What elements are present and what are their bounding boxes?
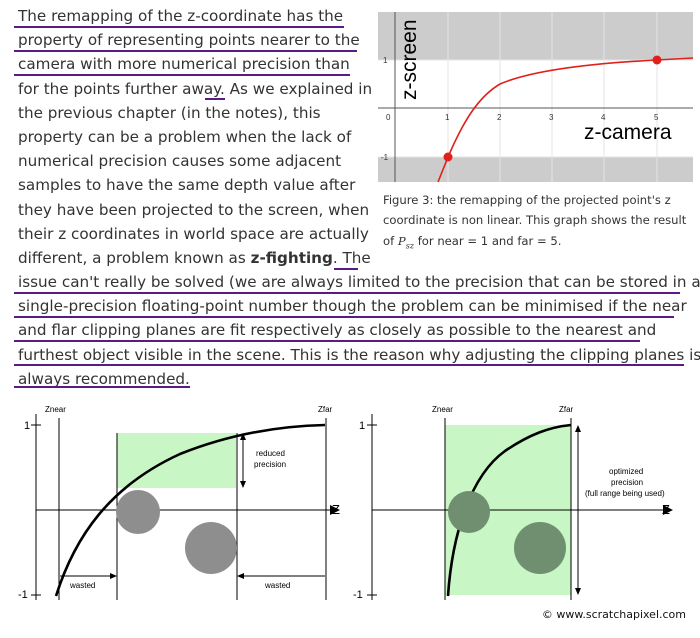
annotation-underline xyxy=(14,74,350,76)
zfar-label: Zfar xyxy=(559,405,574,414)
figure-3-caption: Figure 3: the remapping of the projected… xyxy=(383,193,687,250)
far-point xyxy=(652,55,662,65)
precision-label: precision xyxy=(611,478,643,487)
znear-label: Znear xyxy=(45,405,66,414)
annotation-underline xyxy=(205,98,225,100)
z-arrowhead xyxy=(330,505,340,515)
copyright-credit: © www.scratchapixel.com xyxy=(541,608,686,621)
zfar-label: Zfar xyxy=(318,405,333,414)
x-tick-label: 0 xyxy=(386,113,391,122)
grid xyxy=(378,12,693,182)
text-line: camera with more numerical precision tha… xyxy=(18,55,350,74)
sphere xyxy=(448,491,490,533)
annotation-underline xyxy=(14,316,674,318)
depth-curve xyxy=(54,423,326,597)
right-diagram: 1 -1 Z Znear Zfar optimized precision (f… xyxy=(353,405,673,601)
text-line: samples to have the same depth value aft… xyxy=(18,176,356,195)
annotation-underline xyxy=(14,364,684,366)
article-paragraph: The remapping of the z-coordinate has th… xyxy=(18,4,700,391)
y-tick-label: 1 xyxy=(383,56,388,65)
text-line: and flar clipping planes are fit respect… xyxy=(18,321,657,340)
text-line: their z coordinates in world space are a… xyxy=(18,224,369,243)
x-tick-label: 2 xyxy=(497,113,502,122)
x-tick-label: 3 xyxy=(549,113,554,122)
text-line: single-precision floating-point number t… xyxy=(18,297,687,316)
left-diagram: 1 -1 Z Znear Zfar reduced precision wast… xyxy=(18,405,340,601)
precision-label: reduced xyxy=(256,449,285,458)
text-line: for the points further away. As we expla… xyxy=(18,79,373,98)
y-tick-label: -1 xyxy=(381,153,389,162)
remap-curve xyxy=(437,57,693,182)
text-line: the previous chapter (in the notes), thi… xyxy=(18,103,321,122)
tick-top: 1 xyxy=(359,420,365,432)
annotation-underline xyxy=(14,26,344,28)
text-line: always recommended. xyxy=(18,369,190,388)
annotation-underline xyxy=(14,292,680,294)
annotation-underline xyxy=(14,340,640,342)
x-tick-label: 5 xyxy=(654,113,659,122)
y-axis-label: z-screen xyxy=(398,19,421,100)
text-line: different, a problem known as z-fighting… xyxy=(18,248,371,267)
annotation-underline xyxy=(334,268,358,270)
sphere xyxy=(185,522,237,574)
x-tick-label: 4 xyxy=(601,113,606,122)
precision-label: optimized xyxy=(609,467,643,476)
depth-curve xyxy=(446,423,572,597)
tick-bottom: -1 xyxy=(18,589,28,601)
near-point xyxy=(443,152,453,162)
figure-3-graph: 0 1 2 3 4 5 1 -1 z-screen z-camera xyxy=(378,12,693,182)
annotation-underline xyxy=(14,386,190,388)
tick-bottom: -1 xyxy=(353,589,363,601)
wasted-left-label: wasted xyxy=(69,581,95,590)
axis-label-z: Z xyxy=(332,502,340,517)
znear-label: Znear xyxy=(432,405,453,414)
sphere xyxy=(116,490,160,534)
text-line: property of representing points nearer t… xyxy=(18,31,360,50)
clipping-diagrams: 1 -1 Z Znear Zfar reduced precision wast… xyxy=(18,405,673,601)
z-fighting-term: z-fighting xyxy=(250,248,333,267)
annotation-underline xyxy=(14,50,357,52)
z-arrowhead xyxy=(663,505,673,515)
math-symbol: Psz xyxy=(397,233,415,250)
text-line: property can be a problem when the lack … xyxy=(18,127,352,146)
wasted-right-label: wasted xyxy=(264,581,290,590)
axis-label-z: Z xyxy=(662,502,670,517)
lower-band xyxy=(378,157,693,182)
text-line: The remapping of the z-coordinate has th… xyxy=(18,7,344,25)
upper-band xyxy=(378,12,693,60)
text-line: they have been projected to the screen, … xyxy=(18,200,370,219)
precision-label: precision xyxy=(254,460,286,469)
text-line: furthest object visible in the scene. Th… xyxy=(18,345,700,364)
text-line: numerical precision causes some adjacent xyxy=(18,152,342,171)
text-line: issue can't really be solved (we are alw… xyxy=(18,273,700,292)
x-axis-label: z-camera xyxy=(584,121,672,144)
x-tick-label: 1 xyxy=(445,113,450,122)
precision-label: (full range being used) xyxy=(585,489,665,498)
tick-top: 1 xyxy=(24,420,30,432)
sphere xyxy=(514,522,566,574)
